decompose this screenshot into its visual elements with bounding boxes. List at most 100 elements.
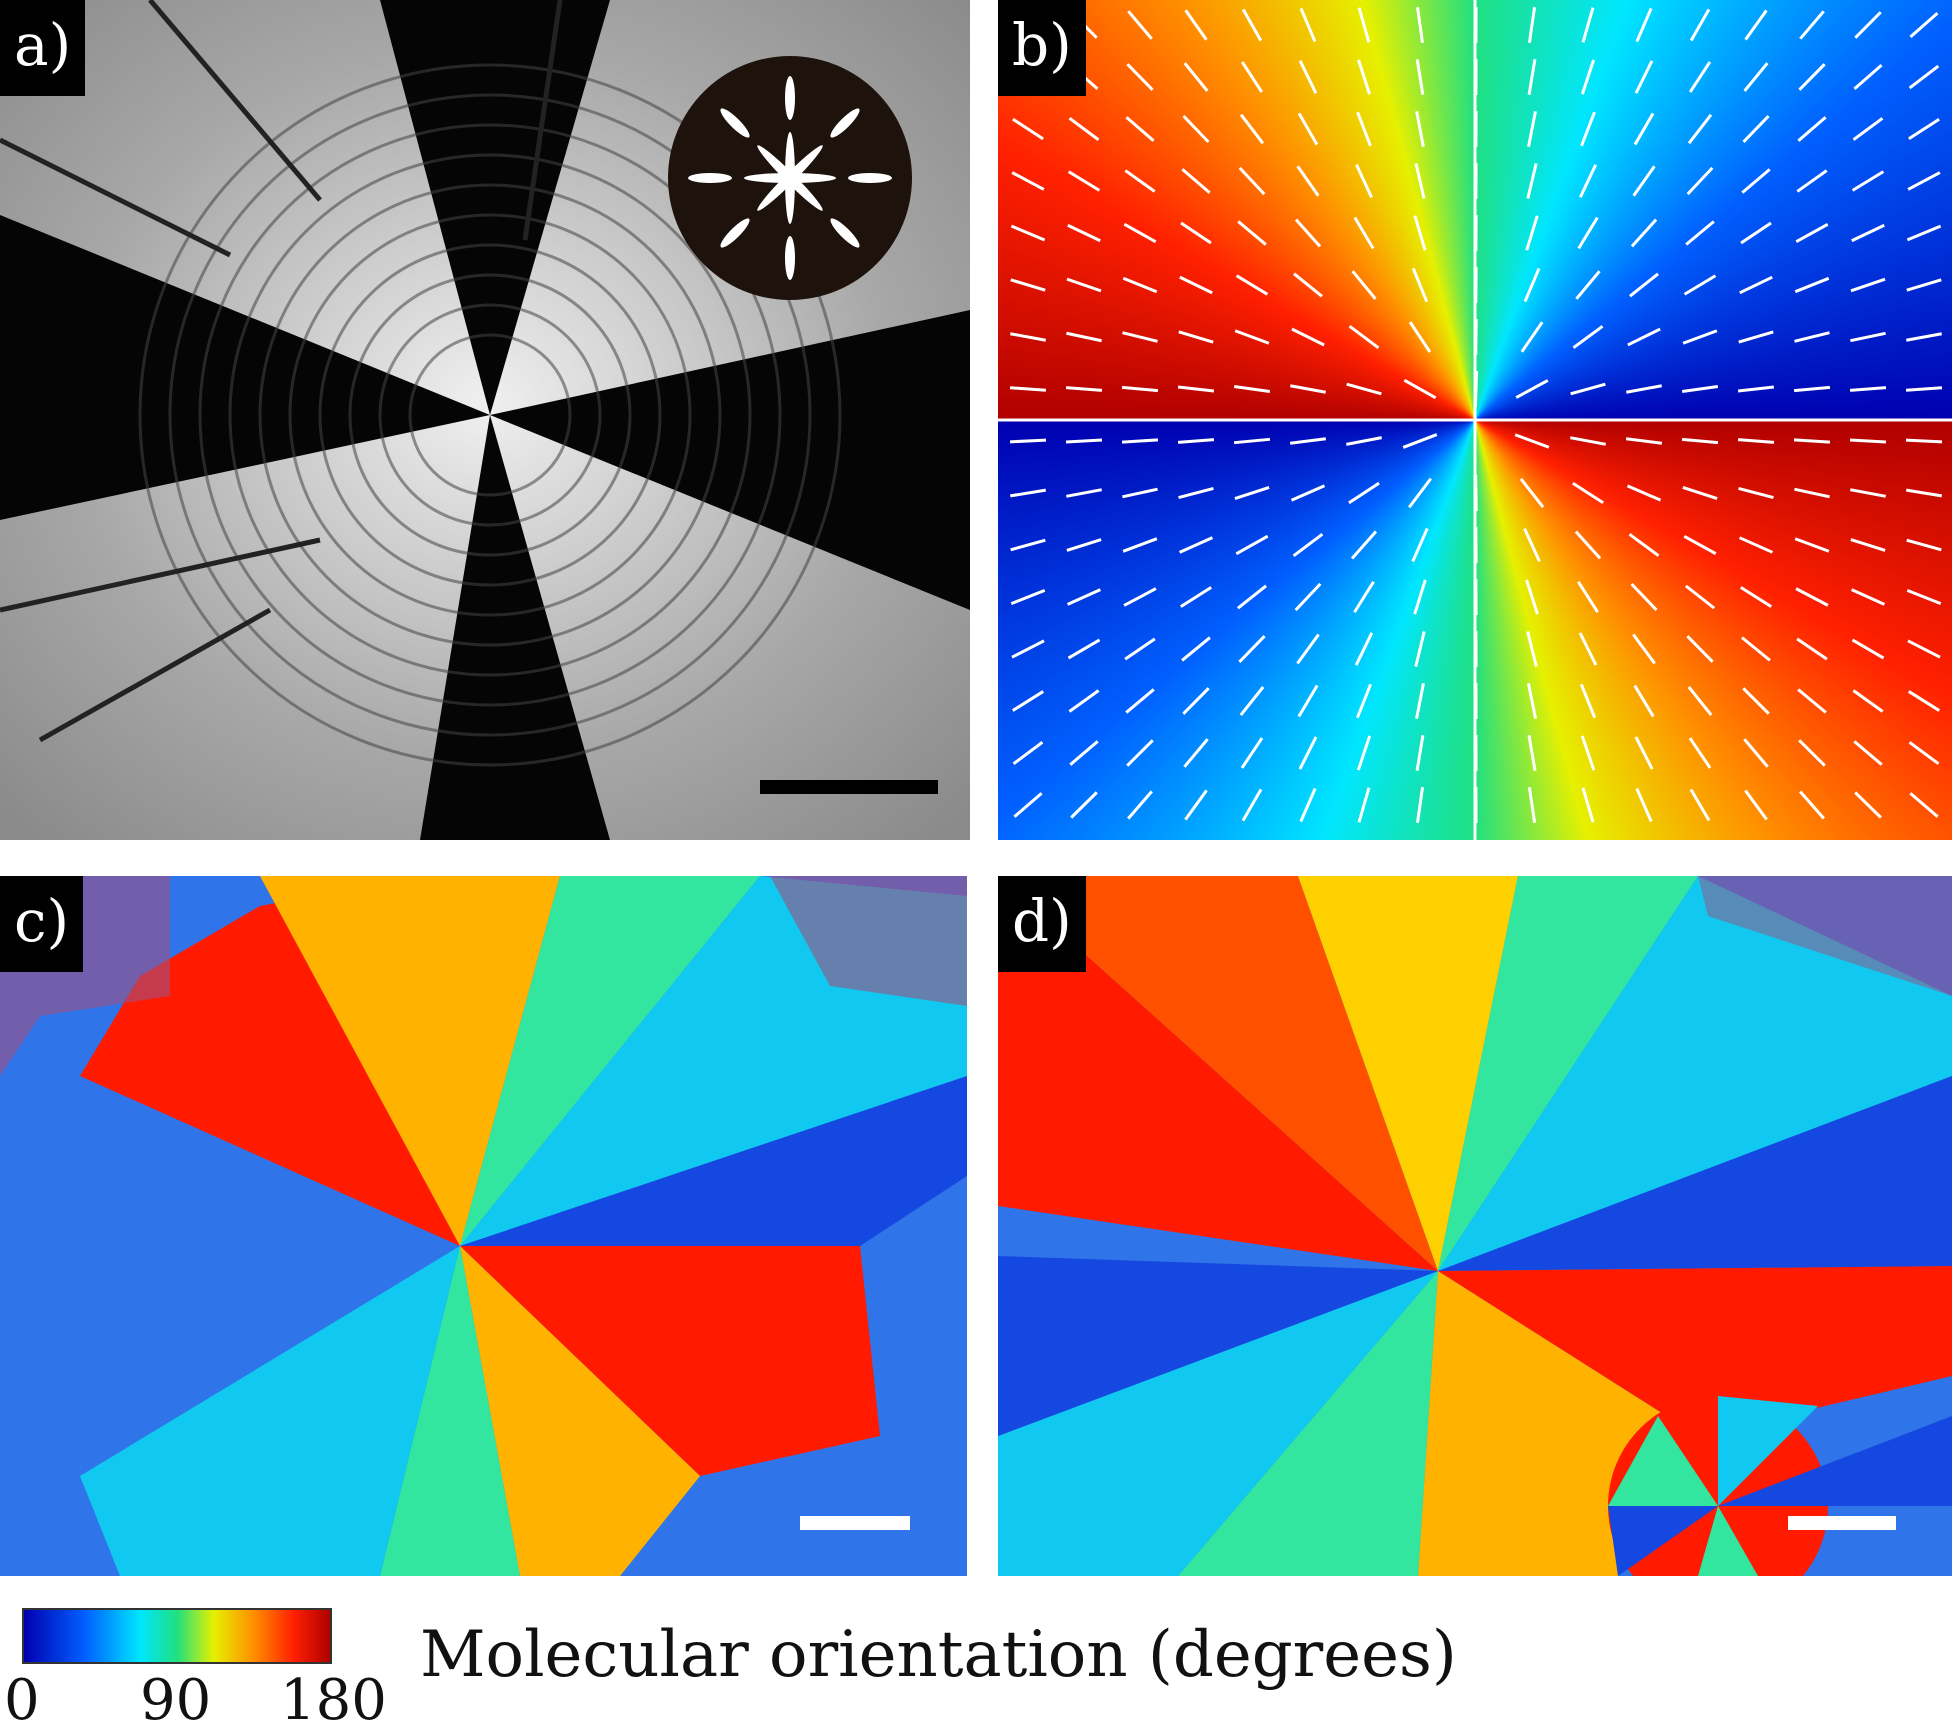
director-segment [1066,588,1102,606]
director-segment [1066,538,1102,552]
director-segment [1850,488,1886,498]
director-segment [1238,166,1266,196]
director-segment [1527,735,1537,771]
director-segment [1626,484,1662,502]
director-segment [1684,584,1716,610]
scale-bar [800,1516,910,1530]
director-segment [1794,331,1830,343]
director-segment [1236,584,1268,610]
director-segment [1348,481,1380,505]
director-segment [1402,433,1438,449]
director-segment [1123,222,1157,244]
panel-label-b: b) [998,0,1086,96]
director-segment [1065,438,1103,444]
director-segment [1121,438,1159,444]
director-segment [1294,218,1322,248]
director-segment [1743,62,1769,92]
director-segment [1523,528,1541,562]
director-segment [1520,321,1544,353]
director-segment [1177,438,1215,444]
director-segment [1183,738,1209,768]
director-segment [1127,790,1153,820]
director-segment [1183,62,1209,92]
director-segment [1523,267,1541,303]
director-segment [1685,220,1715,246]
director-segment [1067,223,1101,243]
director-segment [1525,579,1539,615]
director-segment [1415,734,1425,772]
director-segment [1794,276,1830,294]
director-segment [1682,486,1718,500]
director-segment [1526,683,1538,719]
director-segment [1688,61,1712,93]
director-segment [1570,382,1606,396]
director-segment [1849,438,1887,444]
director-segment [1635,787,1653,823]
director-segment [1688,737,1712,769]
director-segment [1681,385,1719,393]
director-segment [1414,163,1426,199]
director-segment [1297,684,1319,718]
director-segment [1407,477,1433,509]
director-segment [1233,437,1271,445]
director-segment [1357,59,1371,95]
director-segment [1290,484,1326,502]
director-segment [1689,788,1711,822]
director-segment [1527,111,1537,147]
director-segment [1299,7,1317,43]
director-segment [1634,736,1654,770]
director-segment [1853,64,1883,90]
director-segment [1626,384,1662,394]
director-segment [1354,632,1374,666]
director-segment [1348,325,1380,349]
director-segment [1011,690,1045,712]
director-segment [1581,787,1595,823]
director-segment [1905,438,1943,444]
director-segment [1125,116,1155,142]
director-segment [1799,10,1825,40]
director-segment [1687,113,1713,145]
director-segment [1577,216,1599,250]
director-segment [1907,639,1941,659]
director-segment [1625,437,1663,445]
director-segment [1066,331,1102,343]
director-segment [1744,9,1768,41]
director-segment [1357,7,1371,43]
director-segment [1906,589,1942,605]
director-segment [1122,487,1158,499]
director-segment [1851,638,1885,660]
director-segment [1296,633,1320,665]
director-segment [1906,278,1942,292]
director-segment [1796,169,1828,193]
director-segment [1850,538,1886,552]
director-segment [1009,386,1047,392]
director-segment [1065,386,1103,392]
director-segment [1627,327,1661,347]
director-segment [1013,792,1043,818]
director-segment [1853,740,1883,766]
panel-b-director-field: b) [998,0,1952,840]
director-segment [1850,588,1886,606]
director-segment [1574,530,1602,560]
director-segment [1124,169,1156,193]
director-segment [1907,171,1941,191]
director-segment [1177,385,1215,393]
director-segment [1125,688,1155,714]
director-segment [1353,216,1375,250]
director-segment [1126,63,1154,91]
director-segment [1744,789,1768,821]
director-segment [1632,165,1656,197]
director-segment [1852,689,1884,713]
director-segment [1298,60,1318,94]
director-segment [1122,331,1158,343]
orientation-map-c [0,876,967,1576]
director-segment [1184,9,1208,41]
director-segment [1127,10,1153,40]
director-segment [1575,270,1601,300]
panel-a-micrograph: a) [0,0,970,840]
director-segment [1178,330,1214,344]
director-segment [1795,587,1829,607]
director-segment [1683,534,1717,556]
colorbar-tick-0: 0 [4,1668,40,1733]
director-segment [1009,488,1047,498]
